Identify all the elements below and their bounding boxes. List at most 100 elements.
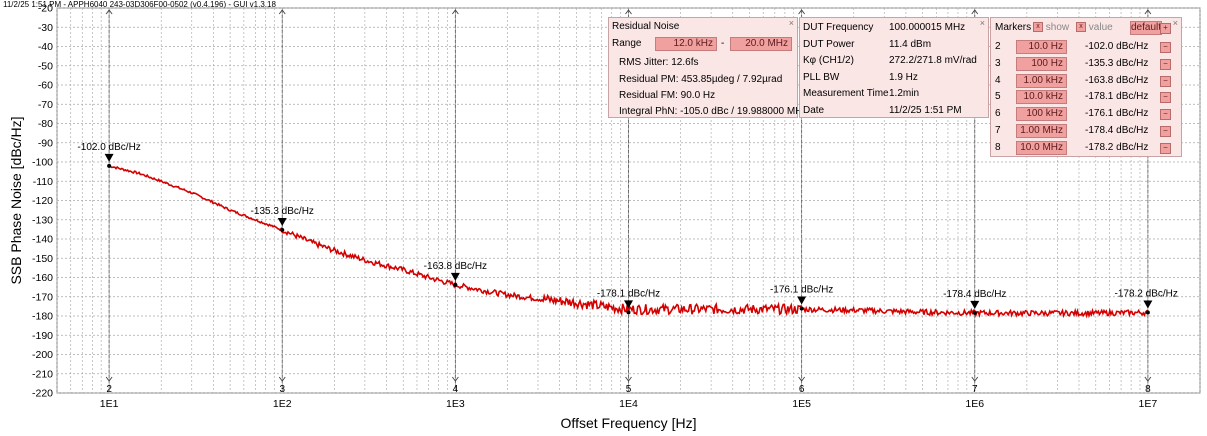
marker-id: 2 [995, 41, 1001, 52]
marker-top-arrow [1144, 9, 1152, 15]
marker-frequency-field[interactable]: 10.0 Hz [1016, 40, 1067, 54]
dut-info-value: 100.000015 MHz [889, 22, 966, 33]
marker-triangle [797, 296, 807, 305]
marker-number: 5 [626, 384, 632, 395]
y-tick-label: -140 [32, 234, 53, 246]
rms-jitter: RMS Jitter: 12.6fs [619, 57, 699, 68]
marker-top-arrow [452, 9, 459, 15]
add-marker-icon[interactable]: + [1160, 23, 1171, 34]
range-dash: - [721, 38, 725, 49]
value-label: value [1088, 22, 1113, 33]
y-tick-label: -160 [32, 272, 53, 284]
y-tick-label: -200 [32, 349, 53, 361]
marker-triangle [624, 300, 633, 309]
y-tick-label: -30 [38, 22, 53, 34]
marker-point [280, 227, 285, 232]
y-tick-label: -60 [38, 80, 53, 92]
marker-frequency-field[interactable]: 10.0 kHz [1016, 90, 1067, 105]
y-tick-label: -150 [32, 253, 53, 265]
marker-top-arrow [278, 9, 286, 15]
dut-info-label: Kφ (CH1/2) [803, 55, 854, 66]
marker-triangle [1143, 300, 1153, 309]
marker-number: 7 [972, 384, 978, 395]
remove-marker-icon[interactable]: − [1160, 109, 1171, 121]
marker-bottom-arrow [798, 376, 805, 382]
dut-info-value: 11.4 dBm [889, 38, 932, 50]
close-icon[interactable]: × [788, 18, 794, 28]
y-tick-label: -70 [38, 99, 53, 111]
remove-marker-icon[interactable]: − [1160, 58, 1171, 70]
dut-info-value: 272.2/271.8 mV/rad [889, 55, 977, 66]
window-title: 11/2/25 1:51 PM - APPH6040 243-03D306F00… [3, 0, 276, 9]
marker-point [453, 282, 458, 287]
value-toggle[interactable]: x value [1076, 22, 1113, 34]
dut-info-value: 11/2/25 1:51 PM [889, 104, 962, 116]
remove-marker-icon[interactable]: − [1160, 126, 1171, 137]
y-tick-label: -190 [32, 330, 53, 342]
marker-id: 5 [995, 91, 1001, 103]
marker-frequency-field[interactable]: 100 kHz [1016, 107, 1067, 122]
checkbox-icon[interactable]: x [1076, 22, 1086, 33]
marker-point [626, 310, 631, 315]
y-tick-label: -20 [38, 3, 53, 15]
marker-id: 6 [995, 108, 1001, 120]
y-tick-label: -110 [33, 176, 53, 188]
marker-value: -178.2 dBc/Hz [1085, 141, 1149, 153]
residual-pm: Residual PM: 453.85µdeg / 7.92µrad [619, 74, 783, 85]
remove-marker-icon[interactable]: − [1160, 42, 1171, 53]
marker-id: 7 [995, 125, 1001, 136]
dut-info-label: DUT Power [803, 38, 855, 50]
remove-marker-icon[interactable]: − [1160, 92, 1171, 104]
y-tick-label: -220 [32, 388, 53, 400]
x-tick-label: 1E2 [273, 398, 292, 410]
y-tick-label: -180 [32, 311, 53, 323]
marker-label: -135.3 dBc/Hz [251, 206, 314, 217]
marker-number: 6 [799, 384, 805, 395]
checkbox-icon[interactable]: x [1033, 22, 1043, 33]
default-button[interactable]: default [1130, 21, 1162, 35]
marker-id: 4 [995, 74, 1001, 86]
dut-info-panel: × DUT Frequency 100.000015 MHz DUT Power 11… [799, 17, 989, 118]
y-tick-label: -170 [32, 291, 53, 303]
marker-top-arrow [105, 9, 113, 15]
marker-triangle [277, 217, 287, 226]
marker-id: 3 [995, 57, 1001, 69]
close-icon[interactable]: × [979, 18, 985, 28]
y-tick-label: -210 [32, 368, 53, 380]
marker-frequency-field[interactable]: 10.0 MHz [1016, 140, 1067, 155]
range-start-field[interactable]: 12.0 kHz [655, 37, 717, 51]
marker-point [799, 306, 804, 311]
marker-value: -178.4 dBc/Hz [1085, 125, 1149, 136]
marker-point [107, 163, 112, 168]
remove-marker-icon[interactable]: − [1160, 75, 1171, 87]
x-tick-label: 1E1 [100, 398, 119, 410]
marker-bottom-arrow [1144, 376, 1152, 382]
y-tick-label: -90 [38, 137, 53, 149]
marker-frequency-field[interactable]: 1.00 kHz [1016, 73, 1067, 88]
marker-label: -178.4 dBc/Hz [943, 289, 1006, 300]
marker-top-arrow [971, 9, 979, 15]
x-tick-label: 1E3 [446, 398, 465, 410]
markers-panel: Markers x show x value default + × 2 10.0… [990, 17, 1182, 157]
remove-marker-icon[interactable]: − [1160, 142, 1171, 154]
marker-value: -135.3 dBc/Hz [1085, 57, 1149, 69]
y-tick-label: -120 [32, 195, 53, 207]
range-end-field[interactable]: 20.0 MHz [730, 37, 792, 51]
y-tick-label: -40 [38, 41, 53, 53]
close-icon[interactable]: × [1172, 18, 1178, 28]
dut-info-label: DUT Frequency [803, 22, 874, 33]
marker-frequency-field[interactable]: 100 Hz [1016, 56, 1067, 71]
dut-info-value: 1.2min [889, 88, 920, 99]
marker-bottom-arrow [625, 376, 632, 382]
y-tick-label: -80 [38, 118, 53, 130]
marker-label: -178.2 dBc/Hz [1115, 289, 1178, 300]
marker-label: -163.8 dBc/Hz [424, 261, 487, 272]
residual-fm: Residual FM: 90.0 Hz [619, 90, 716, 101]
marker-number: 3 [279, 384, 285, 395]
markers-title: Markers [995, 22, 1032, 33]
show-toggle[interactable]: x show [1033, 22, 1069, 34]
dut-info-label: Measurement Time [803, 88, 889, 99]
y-tick-label: -130 [32, 214, 53, 226]
marker-bottom-arrow [452, 376, 459, 382]
marker-frequency-field[interactable]: 1.00 MHz [1016, 124, 1067, 138]
